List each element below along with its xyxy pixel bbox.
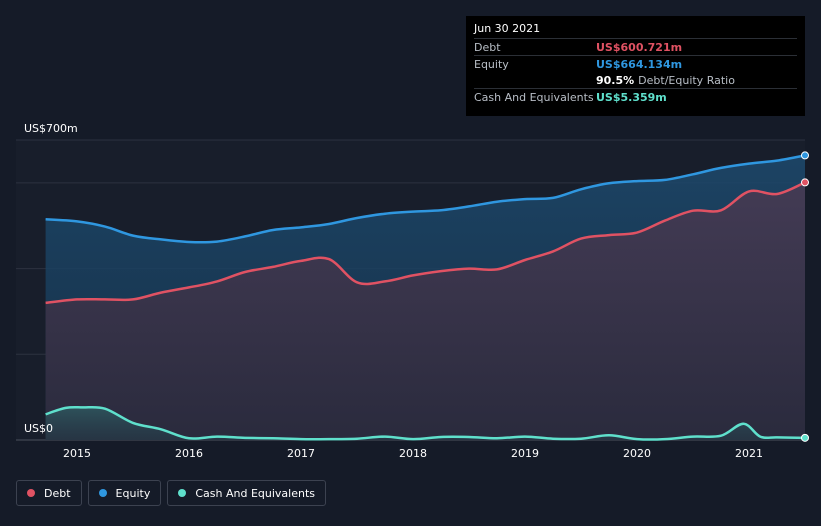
legend-cash-label: Cash And Equivalents [195,486,315,500]
tooltip-debt-value: US$600.721m [596,40,683,54]
tooltip-ratio-value: 90.5% [596,73,635,87]
tooltip-equity-value: US$664.134m [596,57,683,71]
tooltip-date: Jun 30 2021 [474,22,541,35]
debt-dot-icon [27,489,35,497]
tooltip-equity-row: Equity US$664.134m [474,55,797,72]
debt-line [45,181,806,305]
tooltip-debt-row: Debt US$600.721m [474,38,797,55]
tooltip-cash-row: Cash And Equivalents US$5.359m [474,88,797,105]
legend-equity-label: Equity [115,486,151,500]
tooltip-ratio-row: 90.5% Debt/Equity Ratio [474,72,797,88]
x-tick-label: 2018 [399,447,427,460]
tooltip-cash-label: Cash And Equivalents [474,90,594,104]
tooltip-cash-value: US$5.359m [596,90,667,104]
cash-dot-icon [178,489,187,497]
y-tick-zero: US$0 [24,422,53,435]
x-tick-label: 2021 [735,447,763,460]
x-tick-label: 2019 [511,447,539,460]
debt-end-marker [801,178,809,187]
series-end-markers [801,151,809,442]
debt-area [45,182,806,440]
y-tick-top: US$700m [24,122,78,135]
legend-item-cash[interactable]: Cash And Equivalents [167,480,326,506]
tooltip-equity-label: Equity [474,57,509,71]
cash-end-marker [801,433,809,442]
cash-area [45,407,806,440]
data-tooltip: Jun 30 2021 Debt US$600.721m Equity US$6… [466,16,805,116]
tooltip-ratio-label: Debt/Equity Ratio [638,73,735,87]
x-axis-ticks: 2015 2016 2017 2018 2019 2020 2021 [63,447,763,460]
cash-line [45,405,806,441]
legend-item-debt[interactable]: Debt [16,480,82,506]
legend-debt-label: Debt [44,486,71,500]
x-tick-label: 2016 [175,447,203,460]
legend-item-equity[interactable]: Equity [87,480,162,506]
equity-end-marker [801,151,809,160]
x-tick-label: 2017 [287,447,315,460]
tooltip-debt-label: Debt [474,40,501,54]
x-tick-label: 2020 [623,447,651,460]
equity-dot-icon [98,489,107,497]
chart-legend: Debt Equity Cash And Equivalents [16,480,326,506]
equity-line [45,154,806,244]
x-tick-label: 2015 [63,447,91,460]
